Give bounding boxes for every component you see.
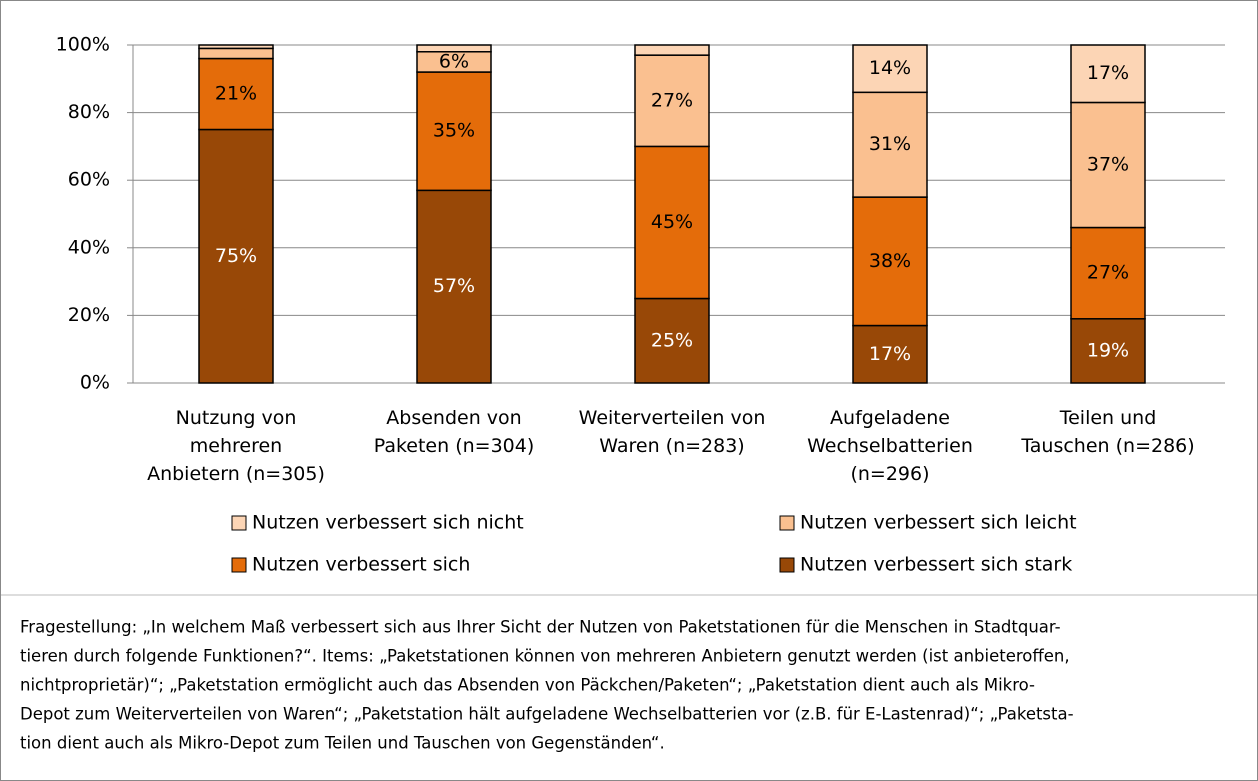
data-label: 21%: [215, 83, 257, 105]
data-label: 14%: [869, 57, 911, 79]
x-tick-label: Teilen und Tauschen (n=286): [1020, 407, 1194, 457]
bar-segment: [1070, 226, 1146, 320]
bar-segment: [1070, 44, 1146, 104]
bar-segment: [198, 44, 274, 50]
x-tick-label: Weiterverteilen von Waren (n=283): [579, 407, 766, 457]
legend-label: Nutzen verbessert sich: [252, 554, 470, 576]
data-label: 25%: [651, 329, 693, 351]
y-tick-label: 60%: [68, 169, 110, 191]
legend-label: Nutzen verbessert sich stark: [800, 554, 1072, 576]
data-label: 17%: [869, 343, 911, 365]
x-tick-label: Absenden von Paketen (n=304): [374, 407, 535, 457]
y-tick-label: 0%: [80, 372, 110, 394]
data-label: 38%: [869, 250, 911, 272]
bar-segment: [416, 71, 492, 192]
data-label: 31%: [869, 133, 911, 155]
bar-segment: [634, 54, 710, 148]
x-tick-label: Nutzung von mehreren Anbietern (n=305): [147, 407, 325, 485]
caption-line: Fragestellung: „In welchem Maß verbesser…: [20, 618, 1061, 637]
caption-line: nichtproprietär)“; „Paketstation ermögli…: [20, 676, 1035, 695]
data-label: 27%: [1087, 262, 1129, 284]
data-label: 57%: [433, 275, 475, 297]
bar-segment: [416, 189, 492, 384]
data-label: 17%: [1087, 62, 1129, 84]
data-label: 35%: [433, 120, 475, 142]
bar-segment: [852, 91, 928, 198]
bar-segment: [852, 44, 928, 94]
bar-segment: [634, 145, 710, 300]
legend-swatch: [231, 515, 247, 531]
bar-segment: [852, 196, 928, 327]
y-tick-label: 20%: [68, 304, 110, 326]
legend-swatch: [779, 557, 795, 573]
legend-label: Nutzen verbessert sich nicht: [252, 512, 524, 534]
bar-segment: [198, 47, 274, 60]
caption-line: tieren durch folgende Funktionen?“. Item…: [20, 647, 1070, 666]
x-tick-label: Aufgeladene Wechselbatterien (n=296): [807, 407, 973, 485]
data-label: 6%: [439, 50, 469, 72]
data-label: 27%: [651, 89, 693, 111]
bar-segment: [416, 44, 492, 53]
legend-swatch: [779, 515, 795, 531]
caption-line: tion dient auch als Mikro-Depot zum Teil…: [20, 734, 665, 753]
y-tick-label: 100%: [56, 34, 110, 56]
data-label: 45%: [651, 211, 693, 233]
data-label: 75%: [215, 245, 257, 267]
data-label: 37%: [1087, 153, 1129, 175]
y-tick-label: 80%: [68, 101, 110, 123]
bar-segment: [634, 44, 710, 56]
legend-label: Nutzen verbessert sich leicht: [800, 512, 1077, 534]
y-tick-label: 40%: [68, 236, 110, 258]
bar-segment: [634, 297, 710, 384]
caption-line: Depot zum Weiterverteilen von Waren“; „P…: [20, 705, 1074, 724]
data-label: 19%: [1087, 339, 1129, 361]
legend-swatch: [231, 557, 247, 573]
